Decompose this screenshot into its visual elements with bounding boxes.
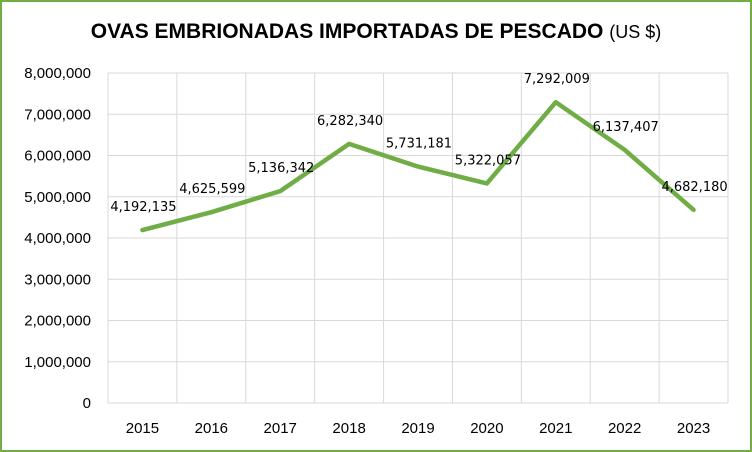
x-tick-label: 2018: [332, 420, 365, 437]
y-tick-label: 0: [83, 395, 91, 412]
chart-title-text: OVAS EMBRIONADAS IMPORTADAS DE PESCADO: [90, 20, 604, 43]
x-tick-label: 2020: [470, 420, 503, 437]
chart-title-unit: (US $): [609, 22, 662, 42]
gridlines: [107, 72, 729, 404]
series-line: [140, 99, 696, 233]
x-tick-label: 2017: [264, 420, 297, 437]
series-line-group: [140, 99, 696, 233]
y-tick-label: 2,000,000: [24, 313, 91, 330]
data-label: 7,292,009: [524, 72, 590, 87]
data-label: 4,625,599: [179, 182, 245, 197]
x-tick-label: 2023: [677, 420, 710, 437]
y-axis-tick-labels: 0 1,000,000 2,000,000 3,000,000 4,000,000 5,0…: [24, 65, 91, 412]
x-axis-tick-labels: 2015 2016 2017 2018 2019 2020 2021 2022 2023: [126, 420, 710, 437]
y-tick-label: 4,000,000: [24, 230, 91, 247]
y-tick-label: 3,000,000: [24, 271, 91, 288]
y-tick-label: 8,000,000: [24, 65, 91, 82]
x-tick-label: 2016: [195, 420, 228, 437]
data-label: 6,137,407: [593, 120, 659, 135]
x-tick-label: 2021: [539, 420, 572, 437]
data-label: 5,322,057: [455, 153, 521, 168]
y-tick-label: 1,000,000: [24, 354, 91, 371]
y-tick-label: 6,000,000: [24, 148, 91, 165]
data-label: 4,682,180: [661, 180, 727, 195]
chart-title: OVAS EMBRIONADAS IMPORTADAS DE PESCADO (…: [0, 20, 752, 44]
x-tick-label: 2019: [401, 420, 434, 437]
data-label: 4,192,135: [110, 200, 176, 215]
data-label: 6,282,340: [317, 114, 383, 129]
x-tick-label: 2015: [126, 420, 159, 437]
data-label: 5,136,342: [248, 161, 314, 176]
y-tick-label: 5,000,000: [24, 189, 91, 206]
data-label: 5,731,181: [386, 137, 452, 152]
x-tick-label: 2022: [608, 420, 641, 437]
y-tick-label: 7,000,000: [24, 106, 91, 123]
